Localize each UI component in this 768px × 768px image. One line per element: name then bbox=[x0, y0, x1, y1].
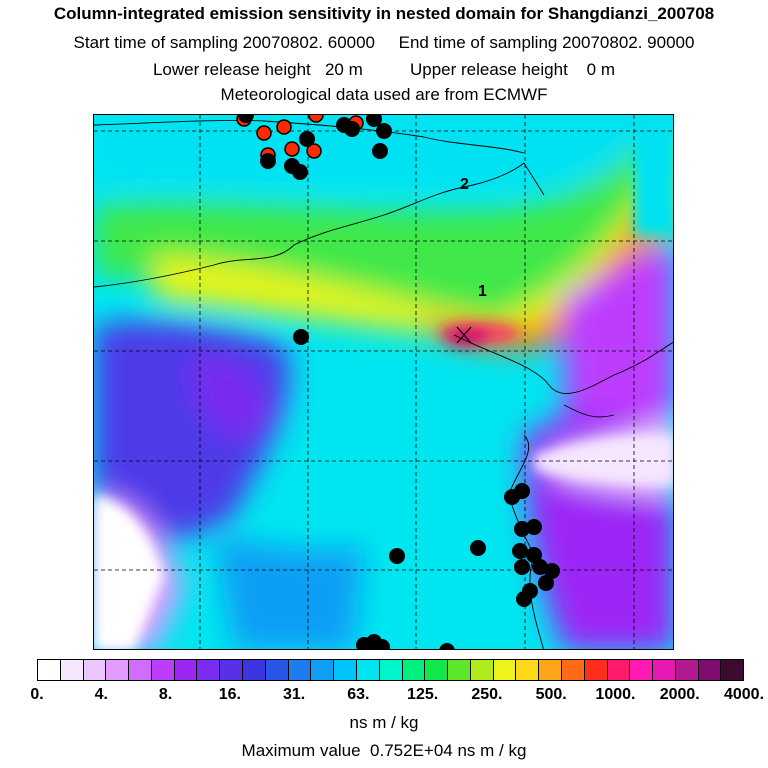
colorbar-tick-label: 4. bbox=[94, 686, 108, 703]
colorbar-swatch bbox=[129, 660, 152, 680]
colorbar-swatch bbox=[38, 660, 61, 680]
colorbar-swatch bbox=[653, 660, 676, 680]
colorbar-swatch bbox=[584, 660, 608, 680]
colorbar-swatch bbox=[311, 660, 335, 680]
colorbar-swatch bbox=[243, 660, 266, 680]
colorbar-swatch bbox=[197, 660, 221, 680]
colorbar-swatch bbox=[151, 660, 175, 680]
colorbar-tick-label: 2000. bbox=[659, 686, 700, 703]
colorbar-swatch bbox=[174, 660, 198, 680]
map-canvas: 2 1 bbox=[94, 115, 673, 649]
colorbar-tick-label: 31. bbox=[282, 686, 306, 703]
colorbar-swatch bbox=[493, 660, 517, 680]
colorbar-swatch bbox=[561, 660, 585, 680]
map-label-2: 2 bbox=[460, 176, 469, 193]
colorbar-swatch bbox=[698, 660, 722, 680]
colorbar-swatch bbox=[83, 660, 107, 680]
colorbar-tick-label: 500. bbox=[535, 686, 567, 703]
colorbar-tick-label: 4000. bbox=[723, 686, 765, 703]
colorbar-swatch bbox=[630, 660, 654, 680]
map-title: Column-integrated emission sensitivity i… bbox=[53, 4, 715, 23]
colorbar-tick-label: 250. bbox=[471, 686, 503, 703]
colorbar-tick-label: 1000. bbox=[595, 686, 636, 703]
sampling-time-line: Start time of sampling 20070802. 60000 E… bbox=[73, 33, 695, 52]
colorbar-swatch bbox=[448, 660, 471, 680]
colorbar-swatch bbox=[675, 660, 699, 680]
colorbar-swatch bbox=[425, 660, 449, 680]
colorbar-swatch bbox=[265, 660, 289, 680]
sensitivity-field bbox=[94, 115, 673, 649]
colorbar-swatch bbox=[288, 660, 312, 680]
colorbar-swatch bbox=[334, 660, 357, 680]
colorbar-tick-label: 125. bbox=[407, 686, 439, 703]
map-label-1: 1 bbox=[478, 283, 487, 300]
colorbar-swatch bbox=[402, 660, 426, 680]
colorbar-swatch bbox=[470, 660, 494, 680]
colorbar-tick-label: 0. bbox=[30, 686, 44, 703]
maximum-value-label: Maximum value 0.752E+04 ns m / kg bbox=[241, 741, 527, 760]
colorbar-swatch bbox=[106, 660, 130, 680]
colorbar-swatch bbox=[356, 660, 380, 680]
colorbar-swatch bbox=[60, 660, 84, 680]
meteo-data-line: Meteorological data used are from ECMWF bbox=[220, 85, 548, 104]
colorbar-tick-label: 63. bbox=[347, 686, 370, 703]
colorbar-tick-label: 8. bbox=[158, 686, 173, 703]
sensitivity-detail bbox=[94, 115, 673, 649]
sensitivity-map: 2 1 bbox=[93, 114, 674, 650]
colorbar-swatch bbox=[516, 660, 540, 680]
black-markers bbox=[238, 115, 560, 649]
colorbar-units: ns m / kg bbox=[349, 713, 419, 732]
colorbar-tick-label: 16. bbox=[218, 686, 241, 703]
colorbar bbox=[37, 659, 744, 681]
colorbar-swatch bbox=[379, 660, 403, 680]
colorbar-swatch bbox=[721, 660, 744, 680]
colorbar-swatch bbox=[220, 660, 244, 680]
colorbar-swatch bbox=[607, 660, 631, 680]
colorbar-swatch bbox=[539, 660, 562, 680]
release-site-marker bbox=[456, 326, 472, 344]
release-height-line: Lower release height 20 m Upper release … bbox=[152, 60, 616, 79]
